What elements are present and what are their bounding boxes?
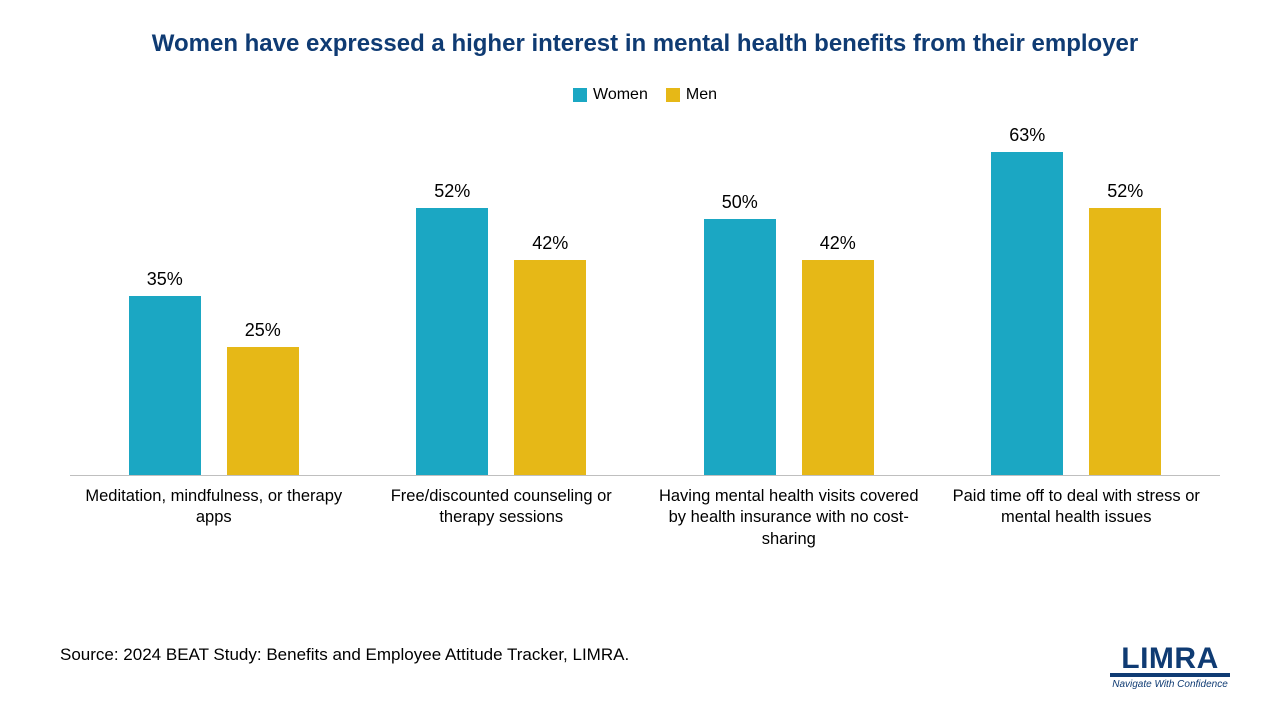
bar-value-label: 52%: [434, 181, 470, 202]
bar-value-label: 63%: [1009, 125, 1045, 146]
legend-label-women: Women: [593, 86, 648, 104]
bar-rect: [704, 219, 776, 475]
category-label: Having mental health visits covered by h…: [645, 486, 933, 550]
bar-value-label: 52%: [1107, 181, 1143, 202]
bar-men: 25%: [227, 116, 299, 475]
source-text: Source: 2024 BEAT Study: Benefits and Em…: [60, 645, 629, 665]
bar-rect: [1089, 208, 1161, 475]
bar-value-label: 25%: [245, 320, 281, 341]
bar-group: 52% 42%: [358, 116, 646, 475]
category-label: Meditation, mindfulness, or therapy apps: [70, 486, 358, 550]
bar-value-label: 42%: [820, 233, 856, 254]
bar-women: 50%: [704, 116, 776, 475]
legend-item-women: Women: [573, 86, 648, 104]
logo-tagline: Navigate With Confidence: [1110, 679, 1230, 690]
bar-value-label: 42%: [532, 233, 568, 254]
plot-area: 35% 25% 52% 42% 50% 42% 63% 52% Meditation, min…: [70, 116, 1220, 550]
bar-group: 35% 25%: [70, 116, 358, 475]
bar-women: 52%: [416, 116, 488, 475]
bar-rect: [802, 260, 874, 475]
bar-rect: [514, 260, 586, 475]
bar-men: 52%: [1089, 116, 1161, 475]
bar-women: 35%: [129, 116, 201, 475]
bar-rect: [416, 208, 488, 475]
chart-title: Women have expressed a higher interest i…: [60, 30, 1230, 58]
category-label: Paid time off to deal with stress or men…: [933, 486, 1221, 550]
bar-group: 63% 52%: [933, 116, 1221, 475]
category-label: Free/discounted counseling or therapy se…: [358, 486, 646, 550]
bar-rect: [991, 152, 1063, 475]
legend-swatch-women: [573, 88, 587, 102]
bar-women: 63%: [991, 116, 1063, 475]
bar-rect: [227, 347, 299, 475]
bar-value-label: 50%: [722, 192, 758, 213]
logo-text: LIMRA: [1110, 646, 1230, 672]
legend-swatch-men: [666, 88, 680, 102]
bar-value-label: 35%: [147, 269, 183, 290]
bar-group: 50% 42%: [645, 116, 933, 475]
legend: Women Men: [60, 86, 1230, 104]
brand-logo: LIMRA Navigate With Confidence: [1110, 646, 1230, 691]
bar-rect: [129, 296, 201, 476]
legend-label-men: Men: [686, 86, 717, 104]
bar-men: 42%: [514, 116, 586, 475]
bar-men: 42%: [802, 116, 874, 475]
legend-item-men: Men: [666, 86, 717, 104]
